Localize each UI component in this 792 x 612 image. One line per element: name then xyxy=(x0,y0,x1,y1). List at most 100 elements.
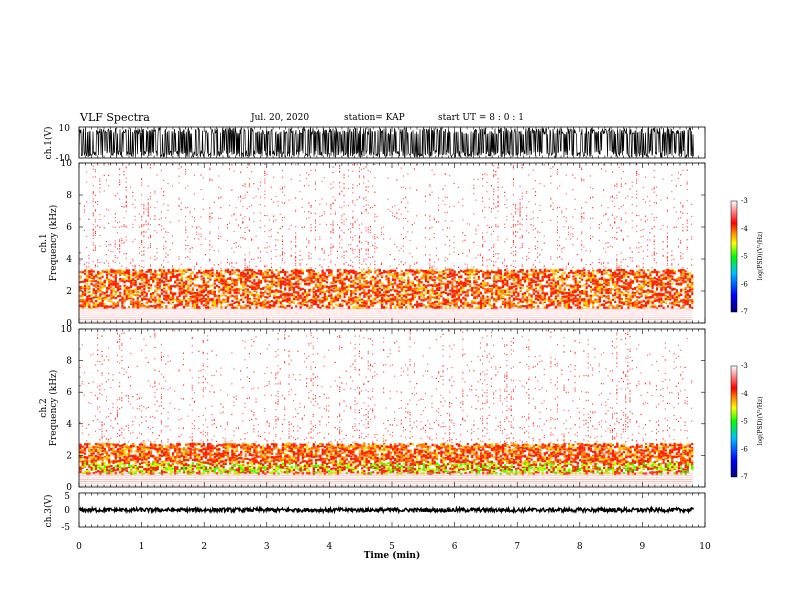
spectro-cell xyxy=(407,286,410,289)
spectro-cell xyxy=(213,299,216,302)
spectro-cell xyxy=(367,289,370,292)
spectro-cell xyxy=(435,247,437,249)
spectro-cell xyxy=(158,295,161,298)
spectro-cell xyxy=(281,176,283,178)
spectro-cell xyxy=(266,242,268,244)
spectro-cell xyxy=(350,280,353,283)
spectro-cell xyxy=(231,299,234,302)
spectro-cell xyxy=(202,208,204,210)
spectro-cell xyxy=(363,273,366,276)
spectro-cell xyxy=(460,300,463,303)
spectro-cell xyxy=(141,254,143,256)
spectro-cell xyxy=(321,279,324,282)
spectro-cell xyxy=(339,273,342,276)
spectro-cell xyxy=(488,271,491,274)
spectro-cell xyxy=(253,287,256,291)
spectro-cell xyxy=(123,306,126,309)
spectro-cell xyxy=(281,305,285,308)
spectro-cell xyxy=(306,300,309,304)
spectro-cell xyxy=(244,183,246,185)
spectro-cell xyxy=(218,294,221,297)
spectro-cell xyxy=(394,305,397,308)
spectro-cell xyxy=(350,297,353,301)
spectro-cell xyxy=(418,291,421,294)
spectro-cell xyxy=(143,304,146,307)
spectro-cell xyxy=(440,274,443,277)
spectro-cell xyxy=(237,304,241,307)
spectro-cell xyxy=(123,171,125,173)
spectro-cell xyxy=(123,300,126,303)
spectro-cell xyxy=(482,200,484,203)
spectro-cell xyxy=(105,273,109,277)
spectro-cell xyxy=(246,288,249,291)
spectro-cell xyxy=(374,163,376,165)
spectro-cell xyxy=(200,294,203,297)
spectro-cell xyxy=(321,287,324,290)
spectro-cell xyxy=(427,270,430,273)
spectro-cell xyxy=(182,295,186,298)
spectro-cell xyxy=(158,279,161,282)
spectro-cell xyxy=(251,302,254,305)
spectro-cell xyxy=(466,281,469,284)
spectro-cell xyxy=(108,280,111,283)
spectro-cell xyxy=(295,262,297,264)
spectro-cell xyxy=(358,298,362,302)
spectro-cell xyxy=(339,236,341,238)
spectro-cell xyxy=(281,279,285,282)
spectro-cell xyxy=(108,287,111,290)
spectro-cell xyxy=(427,291,430,294)
spectro-cell xyxy=(116,288,120,291)
spectro-cell xyxy=(433,290,436,293)
spectro-cell xyxy=(332,225,334,227)
spectro-cell xyxy=(416,279,419,282)
spectro-cell xyxy=(308,269,311,272)
spectro-cell xyxy=(97,273,100,276)
spectro-cell xyxy=(402,302,406,305)
spectro-cell xyxy=(407,202,409,204)
spectro-cell xyxy=(451,283,454,286)
spectro-cell xyxy=(394,298,397,301)
spectro-cell xyxy=(405,301,408,304)
spectro-cell xyxy=(468,304,472,307)
spectro-cell xyxy=(424,291,428,294)
spectro-cell xyxy=(169,287,172,290)
spectro-cell xyxy=(475,288,478,291)
spectro-cell xyxy=(229,273,232,276)
spectro-cell xyxy=(482,210,484,212)
spectro-cell xyxy=(308,242,310,244)
spectro-cell xyxy=(114,305,117,308)
spectro-cell xyxy=(273,303,276,306)
spectro-cell xyxy=(281,280,285,284)
spectro-cell xyxy=(196,295,199,298)
spectro-cell xyxy=(255,287,258,290)
spectro-cell xyxy=(193,208,195,210)
spectro-cell xyxy=(352,282,355,285)
spectro-cell xyxy=(493,265,495,267)
spectro-cell xyxy=(405,289,408,292)
spectro-cell xyxy=(240,171,242,173)
spectro-cell xyxy=(488,206,490,209)
spectro-cell xyxy=(490,260,492,262)
spectro-cell xyxy=(486,302,489,305)
spectro-cell xyxy=(233,279,236,282)
spectro-cell xyxy=(149,243,151,245)
spectro-cell xyxy=(125,167,127,169)
spectro-cell xyxy=(182,285,186,288)
spectro-cell xyxy=(244,238,246,240)
spectro-cell xyxy=(251,293,254,297)
spectro-cell xyxy=(376,285,379,288)
spectro-cell xyxy=(171,299,175,302)
spectro-cell xyxy=(246,207,248,209)
spectro-cell xyxy=(160,217,162,219)
spectro-cell xyxy=(97,296,100,299)
spectro-cell xyxy=(376,274,379,277)
spectro-cell xyxy=(477,288,480,291)
spectro-cell xyxy=(334,286,337,289)
spectro-cell xyxy=(145,220,147,222)
spectro-cell xyxy=(429,216,431,218)
spectro-cell xyxy=(189,275,192,278)
spectro-cell xyxy=(466,280,469,283)
spectro-cell xyxy=(400,247,402,249)
spectro-cell xyxy=(92,205,94,207)
spectro-cell xyxy=(97,265,99,267)
